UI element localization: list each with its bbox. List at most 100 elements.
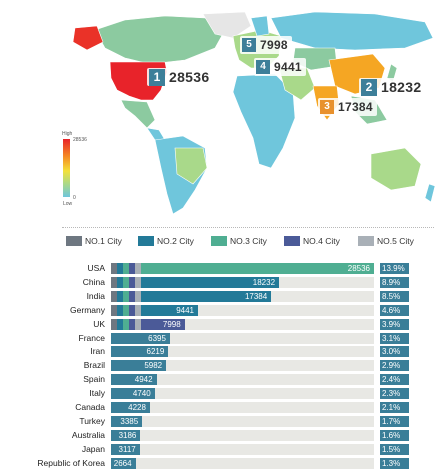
map-callout-4: 4 9441 <box>254 58 306 76</box>
map-callout-rank: 1 <box>149 68 165 86</box>
bar-track: 3385 <box>111 415 374 427</box>
share-badge: 1.5% <box>380 443 409 455</box>
bar-segment <box>129 304 135 316</box>
bar <box>111 429 141 441</box>
legend-swatch <box>358 236 374 246</box>
bar <box>111 360 167 372</box>
bar-segment <box>111 276 117 288</box>
bar-segment <box>129 318 135 330</box>
bar-segment <box>111 318 117 330</box>
map-callout-3: 3 17384 <box>318 98 377 116</box>
share-badge: 3.0% <box>380 346 409 358</box>
bar-value-label: 4942 <box>134 375 153 385</box>
share-badge: 1.7% <box>380 415 409 427</box>
map-callout-5: 5 7998 <box>240 36 292 54</box>
scale-high-label: High <box>62 131 73 137</box>
country-label: Spain <box>83 374 105 385</box>
bar-value-label: 18232 <box>252 277 276 287</box>
scale-high-value: 28536 <box>73 137 87 143</box>
legend-swatch <box>211 236 227 246</box>
bar-track: 4942 <box>111 374 374 386</box>
share-badge: 4.6% <box>380 304 409 316</box>
bar-track: 2664 <box>111 457 374 469</box>
share-badge: 1.6% <box>380 429 409 441</box>
bar-segment <box>123 318 129 330</box>
bar-value-label: 3117 <box>118 444 136 454</box>
country-label: Australia <box>71 429 105 440</box>
chart-row: China 18232 8.9% <box>0 276 439 289</box>
bar-value-label: 5982 <box>144 361 163 371</box>
legend-label: NO.2 City <box>157 236 194 246</box>
scale-low-value: 0 <box>73 195 76 201</box>
country-label: Canada <box>75 402 105 412</box>
map-greenland <box>202 11 252 39</box>
share-badge: 3.9% <box>380 318 409 330</box>
bar-value-label: 6395 <box>148 333 166 343</box>
country-label: Germany <box>70 304 105 315</box>
map-callout-value: 7998 <box>260 38 288 52</box>
bar-track: 6395 <box>111 332 374 344</box>
bar <box>111 402 150 413</box>
map-callout-2: 2 18232 <box>359 78 426 96</box>
map-australia <box>370 147 422 191</box>
bar <box>111 388 155 400</box>
bar-track: 6219 <box>111 346 374 358</box>
bar-segment <box>123 290 129 302</box>
map-scandinavia <box>250 15 270 37</box>
map-central-am <box>146 127 166 141</box>
legend-label: NO.3 City <box>230 236 267 246</box>
legend-item-no5: NO.5 City <box>358 236 414 246</box>
bar-segment <box>117 263 123 274</box>
legend-swatch <box>66 236 82 246</box>
bar-value-label: 28536 <box>347 264 370 273</box>
bar-track: 5982 <box>111 360 374 372</box>
map-callout-rank: 3 <box>320 100 334 114</box>
country-label: France <box>78 332 105 343</box>
legend-swatch <box>138 236 154 246</box>
section-divider <box>62 227 434 228</box>
chart-row: Turkey 3385 1.7% <box>0 415 439 428</box>
bar-track: 3186 <box>111 429 374 441</box>
scale-low-label: Low <box>63 201 73 207</box>
legend: NO.1 City NO.2 City NO.3 City NO.4 City … <box>66 236 438 248</box>
map-new-zealand <box>424 183 436 203</box>
bar-segment <box>123 304 129 316</box>
map-alaska <box>72 25 104 51</box>
bar-track: 3117 <box>111 443 374 455</box>
legend-item-no4: NO.4 City <box>284 236 340 246</box>
map-brazil <box>174 147 208 185</box>
world-map-graphic <box>72 11 436 215</box>
country-label: Republic of Korea <box>37 457 105 468</box>
share-badge: 8.5% <box>380 290 409 302</box>
legend-item-no3: NO.3 City <box>211 236 267 246</box>
country-bar-chart: USA 28536 13.9% China 18232 8.9% India 17384 8.5… <box>0 262 439 474</box>
bar-value-label: 6219 <box>146 347 165 357</box>
country-label: Italy <box>89 388 105 399</box>
bar-value-label: 3186 <box>118 430 137 440</box>
bar-segment <box>123 263 129 274</box>
bar-track: 4740 <box>111 388 374 400</box>
bar-value-label: 9441 <box>176 305 194 315</box>
color-scale: High 28536 0 Low <box>60 131 100 211</box>
bar-segment-main <box>141 290 272 302</box>
share-badge: 8.9% <box>380 276 409 288</box>
legend-label: NO.1 City <box>85 236 122 246</box>
bar <box>111 346 169 358</box>
country-label: Turkey <box>79 415 105 426</box>
bar-track: 9441 <box>111 304 374 316</box>
chart-row: Germany 9441 4.6% <box>0 304 439 317</box>
chart-row: Italy 4740 2.3% <box>0 387 439 400</box>
bar-segment <box>135 276 141 288</box>
share-badge: 2.1% <box>380 402 409 413</box>
country-label: UK <box>93 318 105 329</box>
country-label: India <box>86 290 105 301</box>
bar-value-label: 2664 <box>113 458 132 468</box>
bar-segment <box>117 290 123 302</box>
map-callout-value: 9441 <box>274 60 302 74</box>
chart-row: India 17384 8.5% <box>0 290 439 303</box>
share-badge: 13.9% <box>380 263 409 274</box>
map-mexico <box>120 99 156 129</box>
map-callout-rank: 2 <box>361 78 377 96</box>
chart-row: UK 7998 3.9% <box>0 318 439 331</box>
country-label: Brazil <box>83 360 105 371</box>
